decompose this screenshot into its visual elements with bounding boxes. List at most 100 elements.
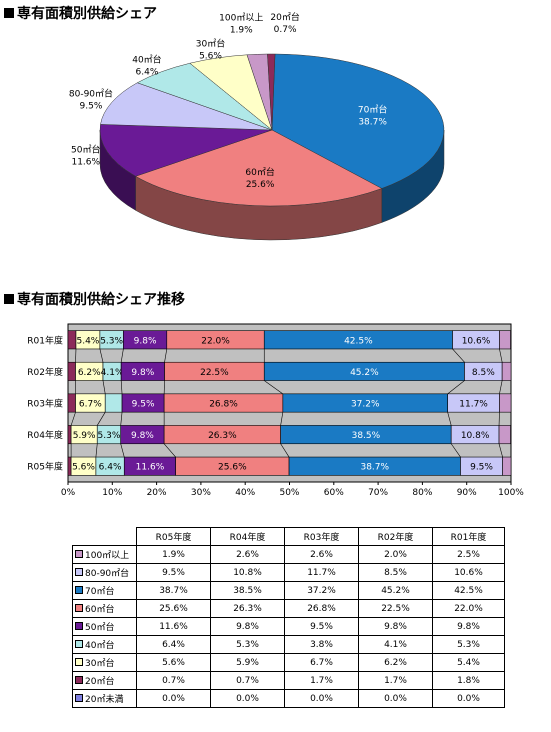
table-cell: 9.5% xyxy=(284,617,359,636)
table-cell: 9.5% xyxy=(136,563,211,582)
bar-segment-20m2 xyxy=(67,393,76,413)
table-row: 60㎡台 25.6% 26.3% 26.8% 22.5% 22.0% xyxy=(72,599,505,618)
series-connector-line xyxy=(450,443,461,458)
bar-data-label: 37.2% xyxy=(351,400,380,410)
series-connector-line xyxy=(120,412,123,426)
series-connector-line xyxy=(102,380,106,394)
square-bullet-icon xyxy=(4,8,14,18)
table-row-label: 70㎡台 xyxy=(72,581,137,600)
square-bullet-icon xyxy=(4,294,14,304)
legend-key-icon xyxy=(75,568,83,576)
pie-label-category: 80-90㎡台 xyxy=(69,88,113,100)
series-connector-lines xyxy=(67,348,503,458)
series-connector-line xyxy=(498,443,503,458)
table-column-header: R04年度 xyxy=(210,527,285,546)
table-cell: 37.2% xyxy=(284,581,359,600)
table-cell: 0.7% xyxy=(136,671,211,690)
series-connector-line xyxy=(264,380,284,395)
table-row: 70㎡台 38.7% 38.5% 37.2% 45.2% 42.5% xyxy=(72,581,505,600)
series-connector-line xyxy=(164,348,168,363)
pie-slice-70m2 xyxy=(271,53,445,189)
pie-label-value: 6.4% xyxy=(136,67,159,77)
pie-label-category: 60㎡台 xyxy=(245,166,274,178)
table-row: 20㎡未満 0.0% 0.0% 0.0% 0.0% 0.0% xyxy=(72,689,505,708)
table-cell: 22.0% xyxy=(432,599,505,618)
bar-data-label: 11.7% xyxy=(459,400,488,410)
legend-key-icon xyxy=(75,658,83,666)
bar-data-label: 10.8% xyxy=(461,431,490,441)
table-cell: 10.6% xyxy=(432,563,505,582)
bar-category-label: R05年度 xyxy=(27,461,63,473)
table-cell: 0.0% xyxy=(432,689,505,708)
pie-slice-20m2 xyxy=(267,53,276,131)
bar-data-label: 6.4% xyxy=(99,463,122,473)
table-row-label-text: 40㎡台 xyxy=(85,641,115,651)
bar-segment-20m2 xyxy=(67,425,72,445)
x-tick-label: 20% xyxy=(147,488,167,498)
pie-slice-50m2 xyxy=(99,124,273,177)
bar-segment-100m2 xyxy=(498,425,511,445)
pie-label-value: 25.6% xyxy=(246,180,275,190)
series-connector-line xyxy=(499,348,503,363)
table-corner-cell xyxy=(72,527,137,546)
bar-data-label: 42.5% xyxy=(344,336,373,346)
table-cell: 1.9% xyxy=(136,545,211,564)
bar-data-label: 9.8% xyxy=(134,336,157,346)
series-connector-line xyxy=(95,443,98,458)
bar-segment-100m2 xyxy=(501,361,512,381)
legend-key-icon xyxy=(75,676,83,684)
table-cell: 9.8% xyxy=(432,617,505,636)
x-axis: 0% 10% 20% 30% 40% 50% 60% 70% 80% 90% 100% xyxy=(61,482,524,498)
x-tick-label: 100% xyxy=(498,488,524,498)
pie-label-value: 38.7% xyxy=(358,117,387,127)
legend-key-icon xyxy=(75,640,83,648)
table-row: 100㎡以上 1.9% 2.6% 2.6% 2.0% 2.5% xyxy=(72,545,505,564)
bar-data-label: 38.5% xyxy=(352,431,381,441)
bar-data-label: 10.6% xyxy=(462,336,491,346)
pie-label-category: 70㎡台 xyxy=(358,103,387,115)
bar-data-label: 45.2% xyxy=(350,368,379,378)
x-tick-label: 80% xyxy=(412,488,432,498)
series-connector-line xyxy=(120,380,123,394)
bar-data-label: 6.2% xyxy=(78,368,101,378)
x-tick-label: 0% xyxy=(61,488,76,498)
table-column-header: R01年度 xyxy=(432,527,505,546)
bar-segment-20m2 xyxy=(67,456,72,476)
table-cell: 1.8% xyxy=(432,671,505,690)
series-connector-line xyxy=(163,443,176,458)
pie-slice-80-90m2 xyxy=(100,82,273,131)
bar-segment-100m2 xyxy=(499,393,512,413)
table-column-header: R03年度 xyxy=(284,527,359,546)
table-row: 20㎡台 0.7% 0.7% 1.7% 1.7% 1.8% xyxy=(72,671,505,690)
table-cell: 42.5% xyxy=(432,581,505,600)
table-cell: 5.3% xyxy=(432,635,505,654)
table-cell: 38.5% xyxy=(210,581,285,600)
table-column-header: R02年度 xyxy=(358,527,433,546)
bar-category-label: R02年度 xyxy=(27,366,63,378)
pie-sides xyxy=(99,129,445,241)
bar-data-label: 6.7% xyxy=(79,400,102,410)
pie-chart: 70㎡台 38.7% 60㎡台 25.6% 50㎡台 11.6% 80-90㎡台 9.5% 40… xyxy=(69,11,445,241)
pie-chart-title: 専有面積別供給シェア xyxy=(17,6,157,22)
table-row-label: 80-90㎡台 xyxy=(72,563,137,582)
x-tick-label: 10% xyxy=(102,488,122,498)
table-cell: 11.7% xyxy=(284,563,359,582)
bar-data-label: 9.8% xyxy=(131,368,154,378)
table-row-label-text: 20㎡台 xyxy=(85,677,115,687)
table-row: 50㎡台 11.6% 9.8% 9.5% 9.8% 9.8% xyxy=(72,617,505,636)
table-cell: 26.3% xyxy=(210,599,285,618)
table-row-label: 50㎡台 xyxy=(72,617,137,636)
x-tick-label: 60% xyxy=(324,488,344,498)
table-row-label-text: 60㎡台 xyxy=(85,605,115,615)
series-connector-line xyxy=(96,412,106,426)
bar-data-label: 25.6% xyxy=(218,463,247,473)
table-cell: 45.2% xyxy=(358,581,433,600)
table-row-label-text: 70㎡台 xyxy=(85,587,115,597)
table-cell: 2.6% xyxy=(284,545,359,564)
table-cell: 38.7% xyxy=(136,581,211,600)
pie-labels: 70㎡台 38.7% 60㎡台 25.6% 50㎡台 11.6% 80-90㎡台 9.5% 40… xyxy=(69,11,387,190)
pie-slice-60m2 xyxy=(134,129,383,207)
table-cell: 3.8% xyxy=(284,635,359,654)
table-row: 80-90㎡台 9.5% 10.8% 11.7% 8.5% 10.6% xyxy=(72,563,505,582)
table-cell: 2.5% xyxy=(432,545,505,564)
